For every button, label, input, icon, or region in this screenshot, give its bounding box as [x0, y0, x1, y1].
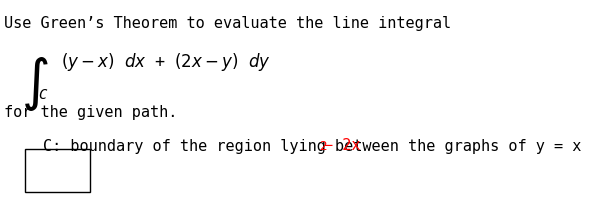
Text: for the given path.: for the given path.	[4, 105, 177, 120]
Bar	[25, 148, 90, 192]
Text: C: C	[38, 88, 47, 102]
Text: $(y - x)$ $dx$ + $(2x - y)$ $dy$: $(y - x)$ $dx$ + $(2x - y)$ $dy$	[61, 51, 271, 73]
Text: Use Green’s Theorem to evaluate the line integral: Use Green’s Theorem to evaluate the line…	[4, 16, 451, 31]
Text: 2: 2	[319, 140, 326, 153]
Text: − 2x: − 2x	[324, 138, 360, 153]
Text: C: boundary of the region lying between the graphs of y = x and y = x: C: boundary of the region lying between …	[44, 139, 589, 154]
Text: $\int$: $\int$	[21, 55, 48, 113]
